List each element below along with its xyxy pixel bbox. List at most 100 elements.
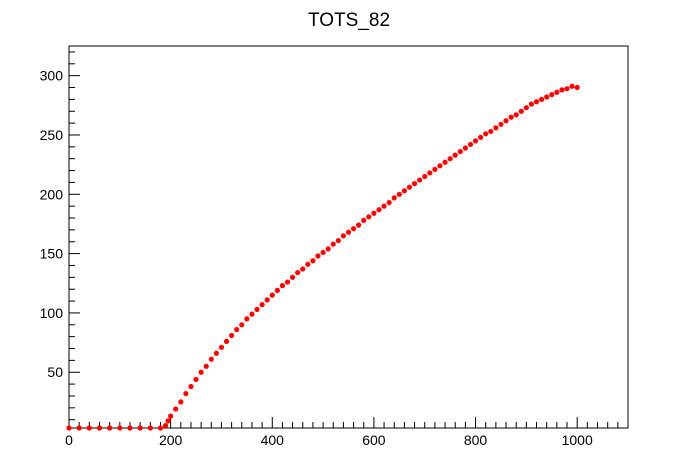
data-point — [340, 233, 347, 239]
data-point — [574, 84, 580, 91]
data-point — [188, 383, 194, 390]
x-tick-label: 0 — [65, 432, 73, 448]
data-point — [213, 350, 219, 356]
data-point — [284, 279, 291, 285]
data-point — [559, 87, 565, 93]
data-point — [66, 425, 72, 431]
data-point — [137, 425, 143, 431]
data-point — [147, 425, 153, 431]
data-point — [427, 170, 433, 176]
data-point — [493, 125, 499, 131]
y-tick-label: 300 — [40, 68, 64, 84]
data-point — [508, 114, 514, 120]
data-point — [422, 173, 428, 180]
data-point — [178, 399, 184, 405]
data-point — [549, 92, 555, 98]
data-point — [229, 332, 235, 339]
y-tick-label: 150 — [40, 246, 64, 262]
data-point — [274, 287, 280, 293]
data-point — [539, 96, 545, 102]
data-point — [290, 274, 296, 280]
data-point — [269, 292, 275, 298]
data-point — [295, 269, 301, 276]
data-point — [173, 406, 179, 412]
data-point — [330, 241, 336, 247]
x-tick-label: 400 — [261, 432, 285, 448]
data-point — [462, 145, 468, 151]
data-point — [406, 184, 413, 190]
data-point — [544, 94, 550, 100]
axis-ticks — [68, 51, 629, 428]
data-point — [371, 210, 377, 216]
data-point — [457, 148, 463, 155]
data-point — [488, 128, 494, 135]
data-point — [432, 166, 438, 172]
data-point — [554, 89, 560, 95]
data-point — [249, 311, 255, 317]
data-point — [401, 188, 407, 194]
data-point — [381, 203, 387, 209]
data-point — [513, 112, 519, 118]
data-point — [523, 105, 529, 111]
data-point — [107, 425, 113, 431]
data-point — [386, 199, 392, 206]
data-point — [325, 246, 331, 252]
plot-frame — [68, 45, 629, 429]
data-point — [320, 249, 326, 256]
data-point — [203, 363, 209, 369]
data-point — [315, 253, 321, 259]
data-point — [157, 425, 164, 431]
y-tick-label: 50 — [47, 364, 63, 380]
chart-title: TOTS_82 — [308, 10, 390, 31]
data-point — [350, 226, 357, 232]
data-point — [335, 237, 341, 244]
data-point — [76, 425, 82, 431]
x-tick-label: 200 — [159, 432, 183, 448]
data-point — [411, 181, 418, 187]
x-tick-label: 800 — [464, 432, 488, 448]
data-point — [300, 266, 306, 272]
data-point — [483, 131, 489, 137]
data-point — [193, 376, 199, 382]
data-point — [528, 101, 535, 107]
data-point — [310, 258, 316, 264]
data-point — [437, 163, 443, 169]
data-point — [396, 191, 402, 197]
x-tick-label: 600 — [362, 432, 386, 448]
data-point — [356, 222, 362, 228]
data-point — [254, 306, 260, 312]
axis-tick-labels: 0 200 400 600 800 1000 50 100 150 200 250 300 — [40, 68, 593, 448]
data-point — [361, 217, 367, 223]
data-point — [234, 326, 240, 333]
data-point — [259, 302, 265, 308]
data-point — [376, 207, 382, 213]
data-point — [366, 214, 372, 220]
data-point — [264, 297, 270, 303]
data-point — [498, 121, 504, 127]
data-point — [218, 344, 225, 350]
data-point — [198, 369, 204, 375]
data-point — [244, 316, 250, 322]
data-point — [117, 425, 123, 431]
y-tick-label: 100 — [40, 305, 64, 321]
data-point — [168, 413, 174, 419]
data-point — [467, 141, 474, 148]
data-point — [533, 99, 540, 105]
data-point — [452, 152, 458, 158]
data-point — [305, 261, 311, 267]
data-point — [183, 390, 189, 397]
data-point — [96, 425, 103, 431]
data-point — [165, 418, 171, 424]
data-point — [208, 356, 214, 362]
data-point — [503, 118, 509, 124]
data-point — [223, 338, 230, 344]
data-point — [472, 138, 479, 144]
data-point — [279, 283, 286, 289]
data-point — [162, 423, 169, 429]
y-tick-label: 250 — [40, 127, 64, 143]
data-point — [569, 83, 575, 89]
data-point — [417, 177, 423, 183]
data-point — [518, 108, 524, 114]
data-point — [127, 425, 133, 431]
